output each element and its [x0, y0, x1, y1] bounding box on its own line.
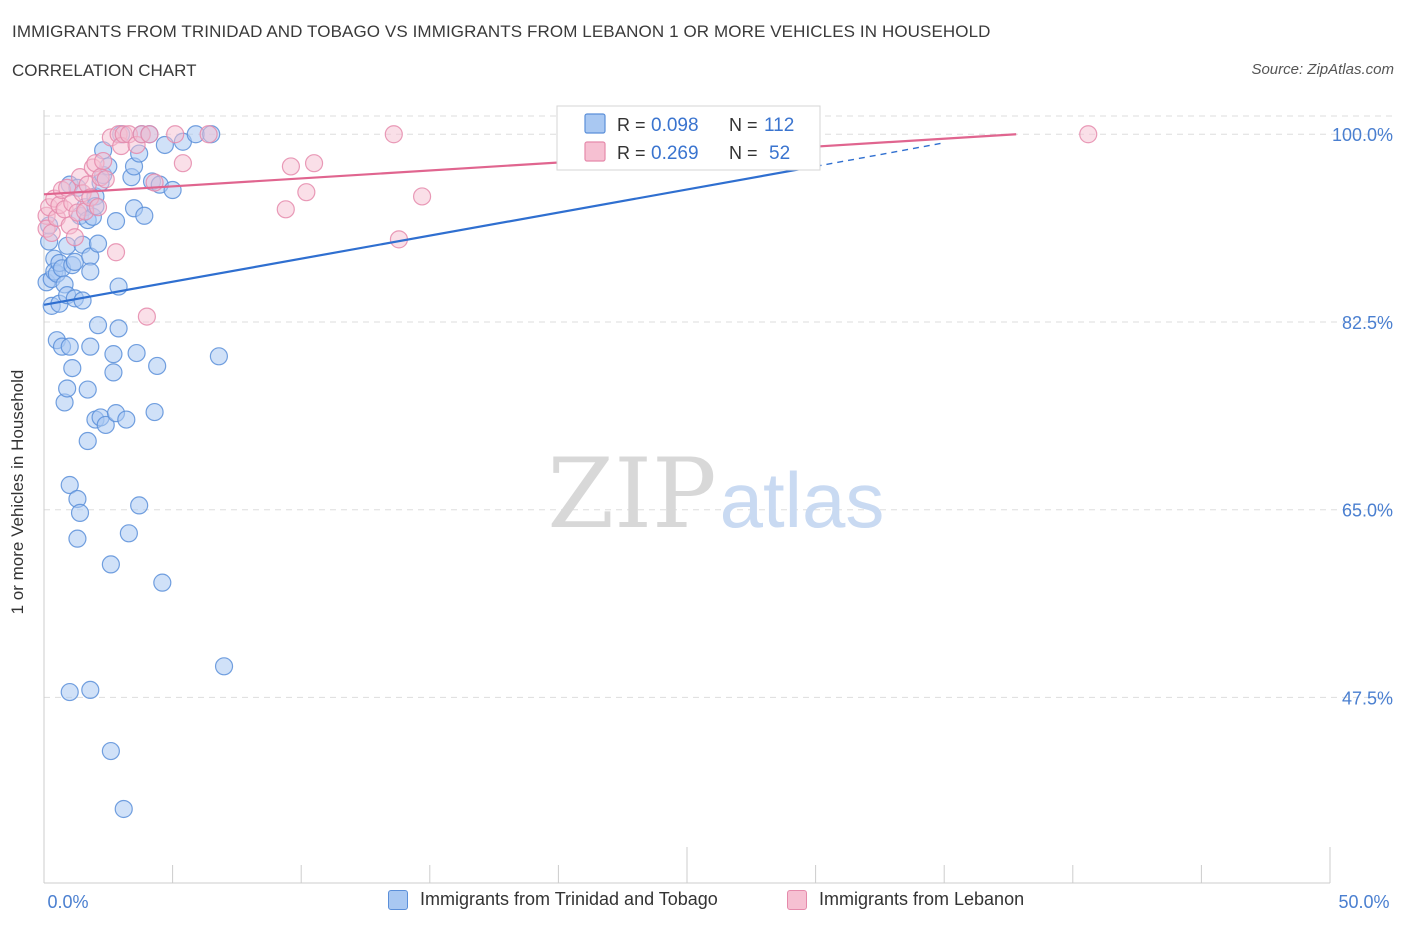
stats-r-value: 0.269 [651, 143, 699, 164]
stats-swatch-blue [584, 113, 606, 134]
point-trinidad [65, 252, 84, 271]
point-trinidad [119, 524, 138, 543]
point-trinidad [135, 206, 154, 225]
tick-labels: 47.5% 65.0% 82.5% 100.0% 0.0% 50.0% [47, 125, 1393, 912]
point-lebanon [412, 187, 432, 206]
point-trinidad [96, 415, 115, 435]
point-lebanon [88, 198, 108, 217]
point-trinidad [101, 741, 120, 761]
point-trinidad [78, 380, 97, 399]
stats-r-label: R = [617, 143, 646, 163]
point-trinidad [145, 402, 164, 422]
chart-title: IMMIGRANTS FROM TRINIDAD AND TOBAGO VS I… [12, 22, 991, 41]
point-trinidad [60, 682, 79, 702]
point-trinidad [81, 337, 100, 356]
point-lebanon [384, 125, 403, 144]
y-axis-label: 1 or more Vehicles in Household [8, 369, 27, 615]
stats-r-label: R = [617, 115, 646, 135]
stats-n-label: N = [729, 143, 758, 163]
point-trinidad [63, 358, 82, 378]
point-lebanon [96, 170, 115, 189]
legend-swatch-pink [787, 889, 807, 910]
point-trinidad [114, 799, 133, 819]
point-trinidad [78, 431, 97, 451]
point-trinidad [60, 475, 79, 495]
stats-box: R = 0.098 N = 112 R = 0.269 N = 52 [556, 105, 821, 171]
stats-n-label: N = [729, 115, 758, 135]
point-trinidad [88, 234, 108, 253]
point-lebanon [140, 125, 159, 144]
point-lebanon [1079, 125, 1098, 144]
point-lebanon [281, 157, 301, 176]
point-lebanon [94, 151, 113, 171]
point-trinidad [104, 363, 123, 382]
point-trinidad [153, 573, 172, 592]
point-trinidad [106, 212, 126, 231]
point-lebanon [65, 228, 84, 247]
y-tick-label: 65.0% [1342, 501, 1393, 521]
y-tick-label: 100.0% [1332, 125, 1393, 145]
point-lebanon [42, 223, 61, 243]
point-trinidad [81, 262, 100, 281]
trend-line-lebanon [43, 133, 1017, 196]
x-tick-label: 0.0% [47, 892, 88, 912]
legend-item-trinidad: Immigrants from Trinidad and Tobago [388, 889, 718, 910]
point-lebanon [276, 200, 295, 219]
legend-label: Immigrants from Lebanon [819, 889, 1025, 909]
point-lebanon [166, 125, 185, 144]
point-trinidad [209, 347, 228, 366]
watermark-atlas: atlas [720, 456, 885, 544]
point-trinidad [104, 345, 123, 364]
watermark-zip: ZIP [547, 438, 716, 550]
point-trinidad [130, 496, 149, 515]
point-trinidad [88, 316, 108, 335]
point-trinidad [70, 503, 90, 523]
legend: Immigrants from Trinidad and Tobago Immi… [0, 889, 1406, 917]
stats-r-value: 0.098 [651, 115, 699, 136]
legend-item-lebanon: Immigrants from Lebanon [787, 889, 1024, 910]
point-lebanon [304, 154, 324, 173]
grid-lines [44, 115, 1394, 698]
stats-n-value: 52 [769, 143, 790, 164]
point-trinidad [109, 319, 128, 338]
stats-n-value: 112 [764, 115, 794, 136]
point-trinidad [73, 291, 92, 310]
stats-swatch-pink [584, 141, 606, 162]
watermark: ZIP atlas [547, 438, 884, 550]
trend-line-trinidad [43, 165, 816, 306]
point-trinidad [60, 337, 79, 356]
point-trinidad [68, 529, 87, 548]
data-points [37, 125, 1098, 819]
legend-label: Immigrants from Trinidad and Tobago [420, 889, 718, 909]
point-trinidad [163, 180, 182, 200]
x-tick-label: 50.0% [1338, 892, 1389, 912]
point-lebanon [106, 243, 126, 262]
point-trinidad [127, 343, 146, 363]
source-label: Source: ZipAtlas.com [1251, 61, 1394, 78]
trend-lines [43, 133, 1017, 306]
point-trinidad [148, 356, 167, 376]
point-lebanon [199, 125, 218, 144]
point-trinidad [81, 680, 100, 700]
y-tick-label: 47.5% [1342, 688, 1393, 708]
point-lebanon [173, 154, 192, 173]
point-trinidad [58, 379, 77, 398]
y-tick-label: 82.5% [1342, 313, 1393, 333]
legend-swatch-blue [388, 889, 408, 910]
point-trinidad [117, 410, 136, 429]
point-trinidad [214, 657, 234, 676]
point-lebanon [297, 183, 316, 202]
point-lebanon [137, 307, 156, 326]
chart-subtitle: CORRELATION CHART [12, 61, 197, 80]
point-trinidad [101, 555, 120, 574]
